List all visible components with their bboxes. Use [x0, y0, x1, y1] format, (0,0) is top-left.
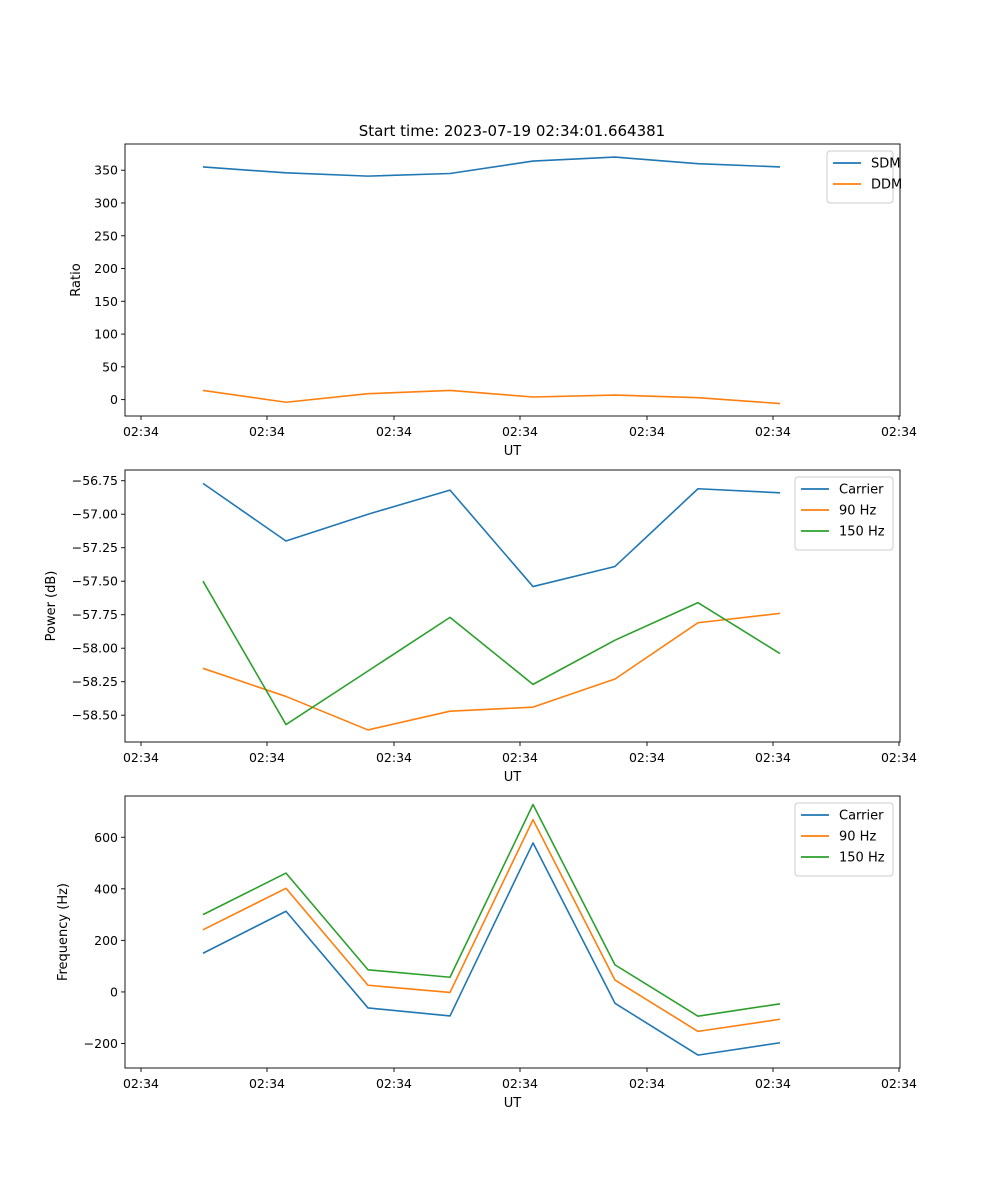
y-axis-label: Ratio: [69, 263, 84, 296]
subplot-1: 02:34 02:34 02:34 02:34 02:34 02:34 02:34 0 50 10…: [69, 143, 917, 459]
x-tick-label: 02:34: [376, 750, 412, 765]
y-tick-label: 0: [110, 984, 118, 999]
legend-label: 150 Hz: [839, 851, 885, 866]
x-tick-label: 02:34: [881, 424, 917, 439]
axes-frame: [124, 795, 901, 1069]
x-tick-label: 02:34: [629, 1076, 665, 1091]
y-tick-label: −57.00: [72, 507, 118, 522]
series-line-90-hz: [202, 612, 781, 731]
y-tick-label: −57.25: [72, 540, 118, 555]
y-tick-label: 0: [110, 392, 118, 407]
x-axis-label: UT: [504, 770, 522, 785]
x-tick-label: 02:34: [502, 1076, 538, 1091]
x-tick-label: 02:34: [881, 750, 917, 765]
legend-label: 90 Hz: [839, 504, 876, 519]
x-tick-label: 02:34: [502, 424, 538, 439]
y-tick-label: −56.75: [72, 473, 118, 488]
y-tick-label: −58.25: [72, 674, 118, 689]
x-tick-label: 02:34: [629, 424, 665, 439]
x-tick-label: 02:34: [123, 1076, 159, 1091]
x-tick-label: 02:34: [249, 750, 285, 765]
axes-frame: [124, 469, 901, 743]
subplots: 02:34 02:34 02:34 02:34 02:34 02:34 02:34 0 50 10…: [44, 143, 917, 1111]
series-line-carrier: [202, 482, 781, 588]
y-tick-label: 250: [94, 228, 118, 243]
y-tick-label: 400: [94, 881, 118, 896]
x-tick-label: 02:34: [123, 424, 159, 439]
legend-label: Carrier: [839, 483, 884, 498]
y-tick-label: 50: [102, 359, 118, 374]
legend: Carrier 90 Hz 150 Hz: [794, 476, 894, 551]
x-tick-label: 02:34: [249, 424, 285, 439]
y-tick-label: −57.75: [72, 607, 118, 622]
legend: SDM DDM: [826, 150, 902, 204]
legend-frame: [826, 150, 894, 204]
y-tick-label: 600: [94, 830, 118, 845]
y-tick-label: −58.50: [72, 708, 118, 723]
figure-title: Start time: 2023-07-19 02:34:01.664381: [359, 122, 665, 140]
y-tick-label: 200: [94, 261, 118, 276]
series-line-ddm: [202, 389, 781, 405]
legend-label: DDM: [871, 178, 902, 193]
legend-label: 150 Hz: [839, 525, 885, 540]
y-tick-label: 300: [94, 195, 118, 210]
series-line-sdm: [202, 156, 781, 177]
series-line-90-hz: [202, 818, 781, 1033]
x-tick-label: 02:34: [755, 750, 791, 765]
y-axis-label: Power (dB): [44, 571, 59, 642]
x-axis-label: UT: [504, 1096, 522, 1111]
x-axis-label: UT: [504, 444, 522, 459]
series-line-carrier: [202, 842, 781, 1056]
legend-label: SDM: [871, 157, 900, 172]
y-tick-label: 200: [94, 933, 118, 948]
legend-label: Carrier: [839, 809, 884, 824]
series-line-150-hz: [202, 580, 781, 726]
y-tick-label: −57.50: [72, 574, 118, 589]
x-tick-label: 02:34: [629, 750, 665, 765]
subplot-3: 02:34 02:34 02:34 02:34 02:34 02:34 02:34 −200 0…: [56, 795, 917, 1111]
x-tick-label: 02:34: [755, 1076, 791, 1091]
x-tick-label: 02:34: [376, 1076, 412, 1091]
y-axis-label: Frequency (Hz): [56, 883, 71, 981]
x-tick-label: 02:34: [755, 424, 791, 439]
y-tick-label: 100: [94, 327, 118, 342]
subplot-2: 02:34 02:34 02:34 02:34 02:34 02:34 02:34 −58.5…: [44, 469, 917, 785]
x-tick-label: 02:34: [249, 1076, 285, 1091]
x-tick-label: 02:34: [123, 750, 159, 765]
x-tick-label: 02:34: [881, 1076, 917, 1091]
y-tick-label: −58.00: [72, 641, 118, 656]
axes-frame: [124, 143, 901, 417]
legend: Carrier 90 Hz 150 Hz: [794, 802, 894, 877]
y-tick-label: 350: [94, 163, 118, 178]
y-tick-label: 150: [94, 294, 118, 309]
legend-label: 90 Hz: [839, 830, 876, 845]
x-tick-label: 02:34: [502, 750, 538, 765]
y-tick-label: −200: [84, 1036, 118, 1051]
series-line-150-hz: [202, 803, 781, 1017]
x-tick-label: 02:34: [376, 424, 412, 439]
